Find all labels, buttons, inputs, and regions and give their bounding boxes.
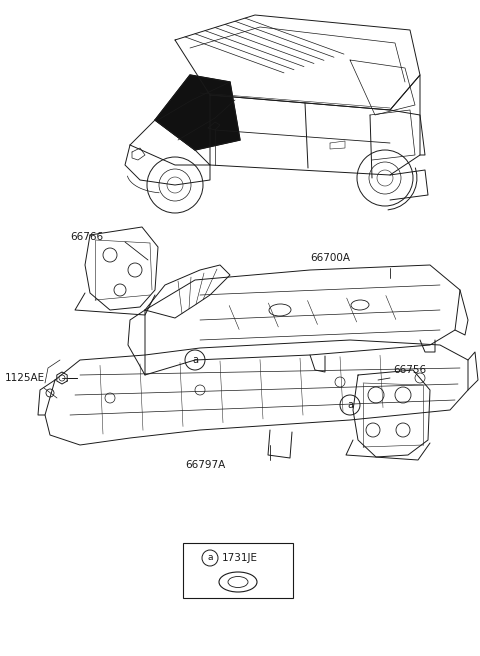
Text: 66700A: 66700A xyxy=(310,253,350,263)
Text: a: a xyxy=(347,400,353,410)
Text: 66756: 66756 xyxy=(393,365,426,375)
Text: 1125AE: 1125AE xyxy=(5,373,45,383)
Bar xyxy=(183,543,293,598)
Text: 66797A: 66797A xyxy=(185,460,225,470)
Text: 1731JE: 1731JE xyxy=(222,553,258,563)
Text: 66766: 66766 xyxy=(70,232,103,242)
Text: a: a xyxy=(192,355,198,365)
Text: a: a xyxy=(207,554,213,562)
Polygon shape xyxy=(155,75,240,150)
